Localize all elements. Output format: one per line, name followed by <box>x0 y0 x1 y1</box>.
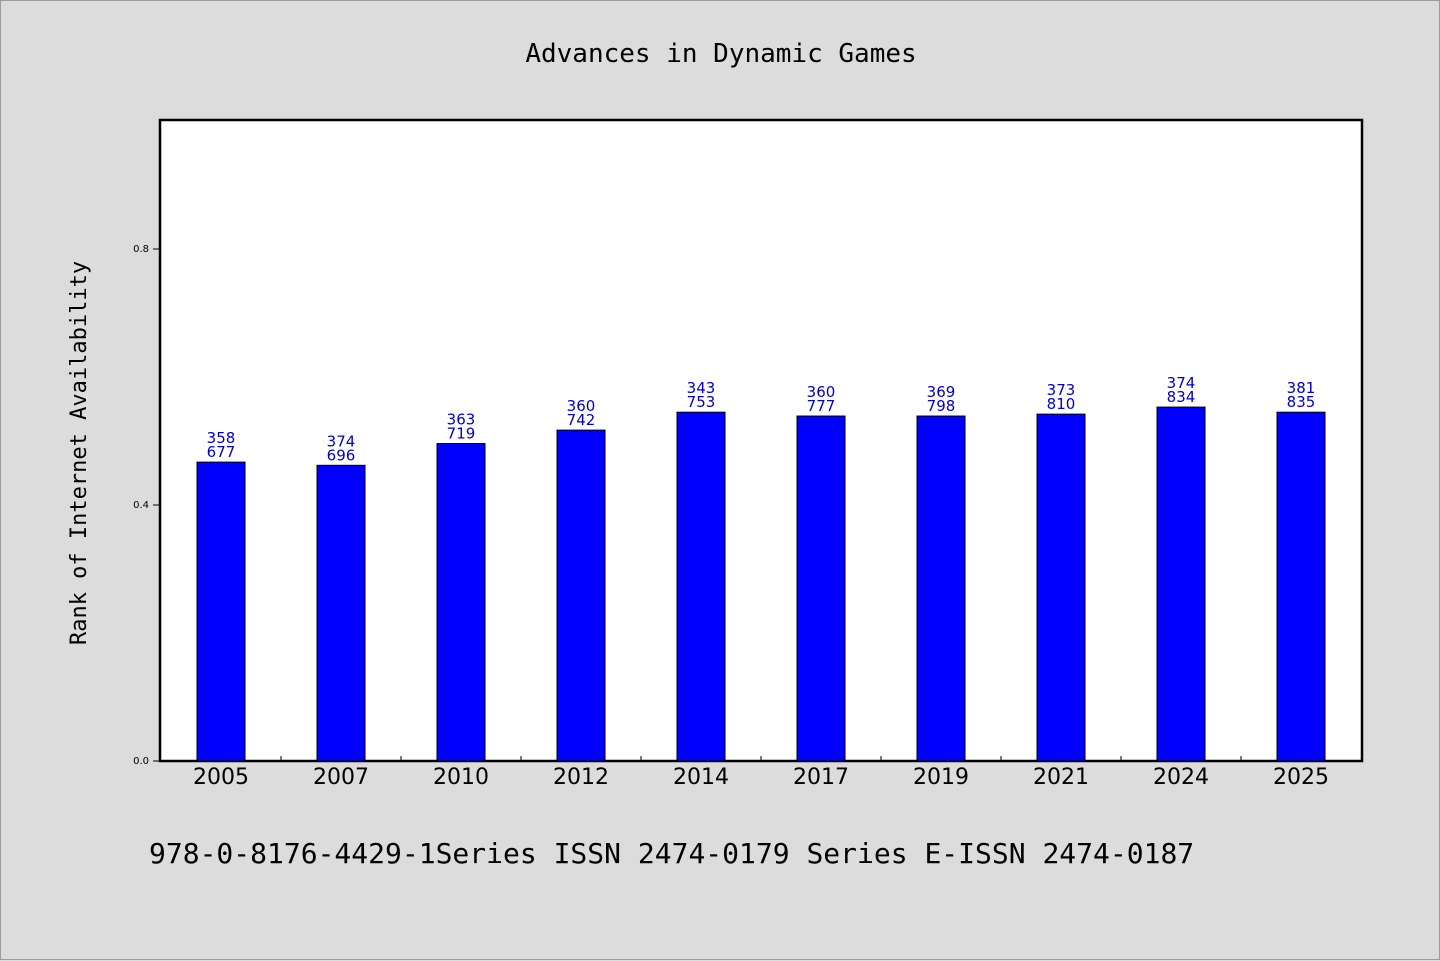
bar-2007 <box>316 464 366 762</box>
data-label-top: 374 <box>327 432 356 450</box>
data-label-top: 343 <box>687 379 716 397</box>
bar-2021 <box>1036 413 1086 762</box>
x-tick-label: 2019 <box>913 765 969 790</box>
x-tick-label: 2014 <box>673 765 729 790</box>
data-label-top: 369 <box>927 383 956 401</box>
bar-2005 <box>196 461 246 762</box>
y-tick-label: 0.8 <box>133 244 149 255</box>
bar-2014 <box>676 411 726 762</box>
x-tick-label: 2012 <box>553 765 609 790</box>
footer-isbn-issn: 978-0-8176-4429-1Series ISSN 2474-0179 S… <box>149 837 1194 870</box>
x-axis: 2005 2007 2010 2012 2014 2017 2019 2021 2024 2025 <box>193 756 1329 790</box>
data-label-bottom: 810 <box>1047 395 1076 413</box>
chart-title: Advances in Dynamic Games <box>525 39 916 69</box>
data-label-top: 360 <box>807 383 836 401</box>
bars <box>196 406 1326 762</box>
data-label-bottom: 753 <box>687 393 716 411</box>
y-axis: 0.0 0.4 0.8 <box>133 244 161 767</box>
data-label-top: 373 <box>1047 381 1076 399</box>
data-label-top: 360 <box>567 397 596 415</box>
bar-2025 <box>1276 411 1326 762</box>
data-label-bottom: 696 <box>327 446 356 464</box>
data-label-top: 374 <box>1167 374 1196 392</box>
x-tick-label: 2025 <box>1273 765 1329 790</box>
x-tick-label: 2010 <box>433 765 489 790</box>
y-axis-label: Rank of Internet Availability <box>67 261 92 645</box>
bar-2019 <box>916 415 966 762</box>
data-label-top: 363 <box>447 411 476 429</box>
y-tick-label: 0.0 <box>133 756 149 767</box>
bar-2010 <box>436 443 486 762</box>
data-labels: 3586773746963637193607423437533607773697… <box>207 374 1316 464</box>
x-tick-label: 2007 <box>313 765 369 790</box>
x-tick-label: 2017 <box>793 765 849 790</box>
data-label-top: 358 <box>207 429 236 447</box>
data-label-bottom: 834 <box>1167 388 1196 406</box>
data-label-bottom: 777 <box>807 397 836 415</box>
bar-2024 <box>1156 406 1206 762</box>
bar-2017 <box>796 415 846 762</box>
data-label-bottom: 719 <box>447 425 476 443</box>
x-tick-label: 2021 <box>1033 765 1089 790</box>
data-label-bottom: 742 <box>567 411 596 429</box>
data-label-bottom: 677 <box>207 443 236 461</box>
x-tick-label: 2024 <box>1153 765 1209 790</box>
bar-2012 <box>556 429 606 762</box>
data-label-bottom: 798 <box>927 397 956 415</box>
y-tick-label: 0.4 <box>133 500 149 511</box>
data-label-bottom: 835 <box>1287 393 1316 411</box>
data-label-top: 381 <box>1287 379 1316 397</box>
x-tick-label: 2005 <box>193 765 249 790</box>
